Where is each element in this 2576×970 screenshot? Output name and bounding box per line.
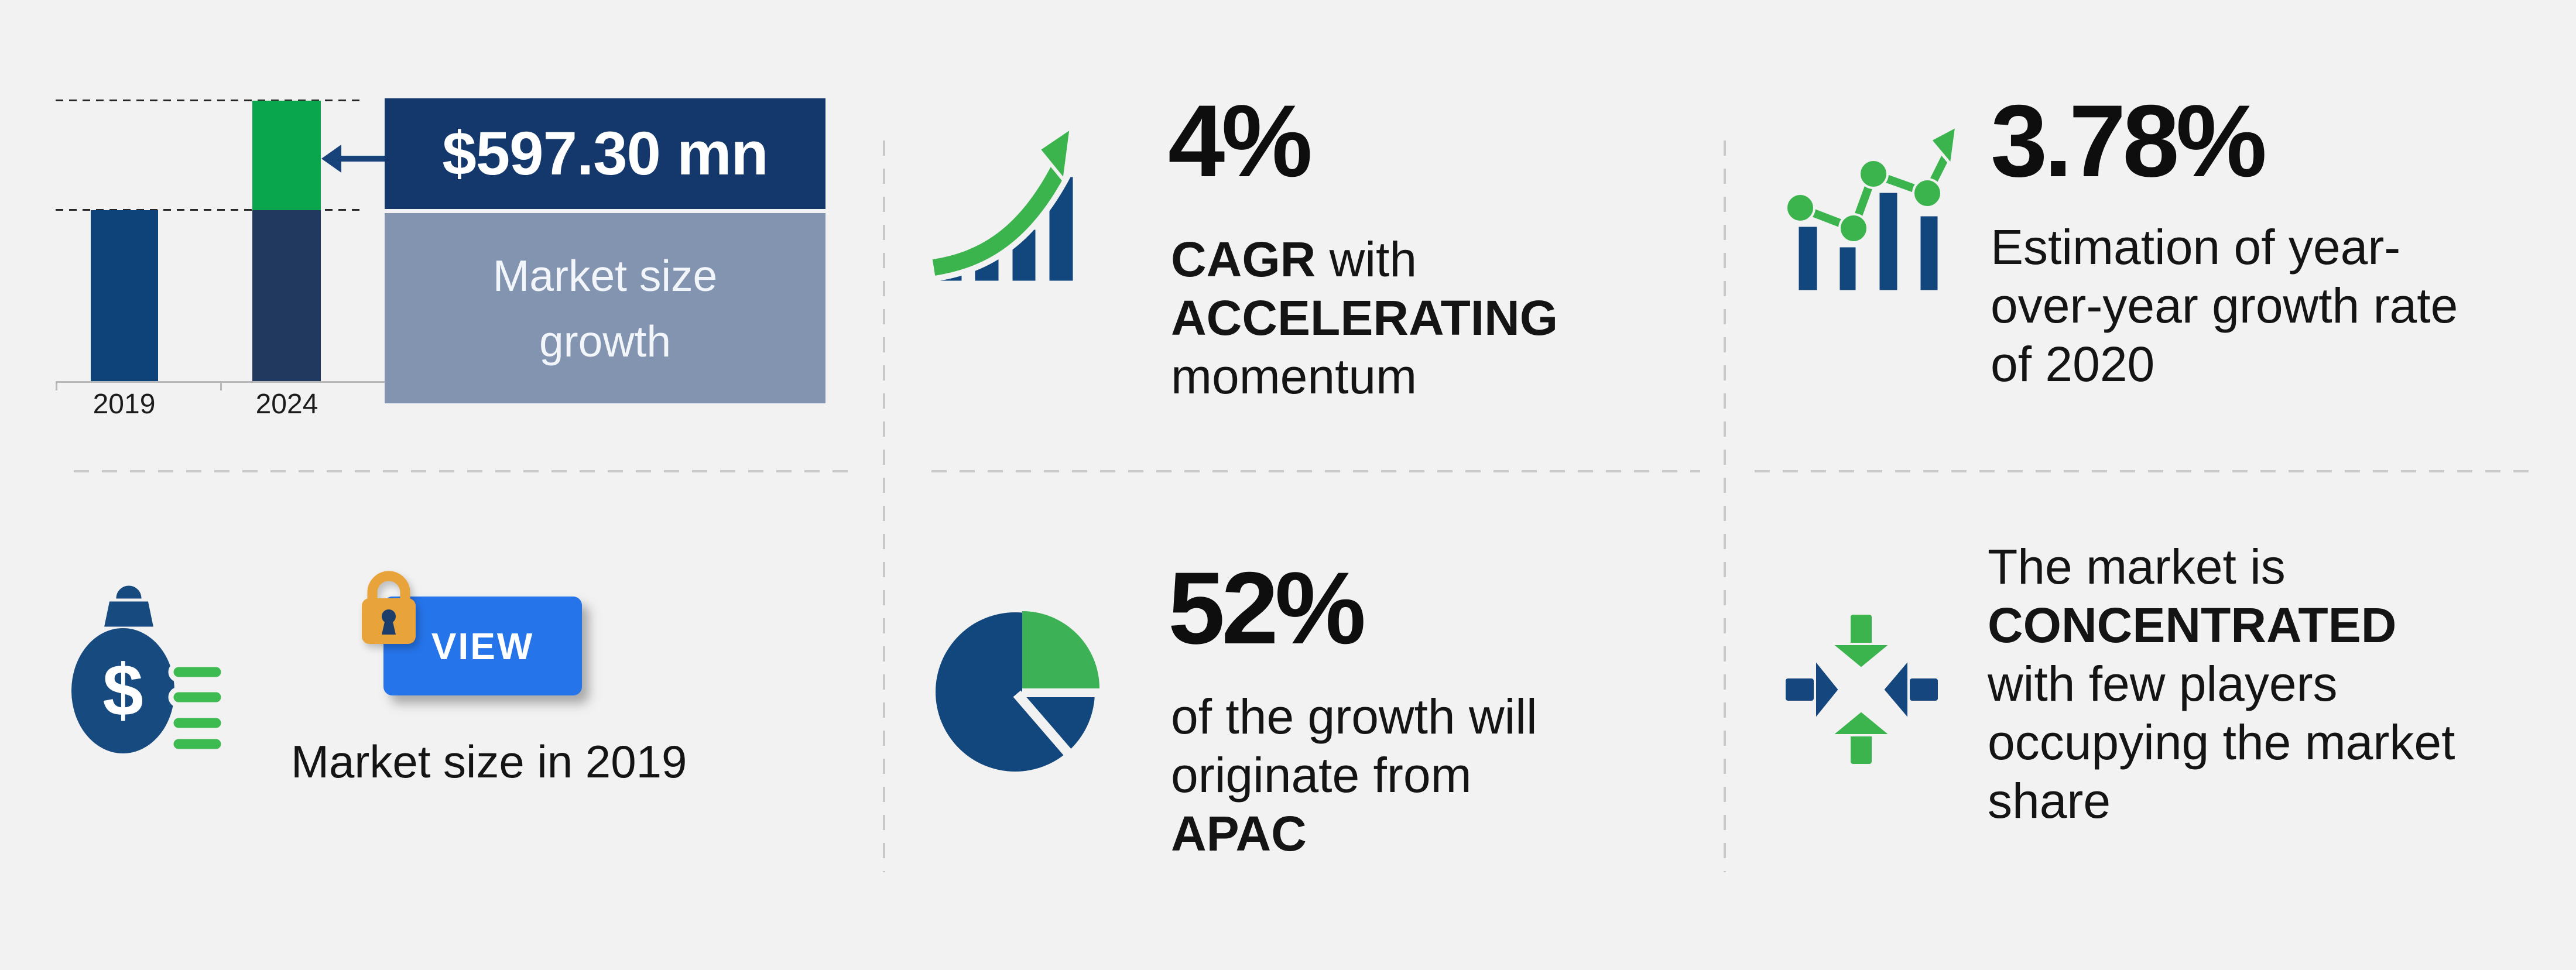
dollar-sign: $: [102, 650, 143, 731]
chart-x-axis: [56, 381, 386, 390]
padlock-icon: [362, 571, 416, 644]
cagr-copy: CAGR with ACCELERATING momentum: [1171, 230, 1558, 406]
bar-2019: [91, 210, 158, 381]
apac-label: APAC: [1171, 806, 1307, 861]
dot-line-chart-icon: [1785, 123, 1959, 293]
pie-chart-icon: [936, 611, 1101, 772]
callout-arrow-icon: [321, 145, 341, 173]
yoy-line-3: of 2020: [1991, 337, 2155, 392]
cagr-rest: with: [1316, 232, 1417, 287]
view-button[interactable]: VIEW: [383, 597, 582, 695]
caption-box: Market size growth: [385, 213, 825, 403]
market-size-value: $597.30 mn: [442, 119, 768, 188]
concentrated-label: CONCENTRATED: [1988, 598, 2397, 653]
view-button-label: VIEW: [431, 625, 535, 667]
guide-line-2019-level: [56, 209, 362, 211]
horizontal-divider-middle: [931, 470, 1700, 472]
caption-line-1: Market size: [492, 251, 718, 300]
yoy-stat: 3.78%: [1991, 84, 2267, 198]
yoy-copy: Estimation of year- over-year growth rat…: [1991, 218, 2458, 393]
concentration-line-5: share: [1988, 773, 2111, 828]
apac-stat: 52%: [1168, 551, 1366, 666]
money-bag-icon: $: [71, 582, 227, 755]
apac-copy: of the growth will originate from APAC: [1171, 687, 1537, 863]
yoy-line-2: over-year growth rate: [1991, 278, 2458, 333]
market-size-2019-caption: Market size in 2019: [291, 736, 687, 787]
concentration-copy: The market is CONCENTRATED with few play…: [1988, 537, 2455, 830]
converging-arrows-icon: [1783, 612, 1940, 766]
apac-line-2: originate from: [1171, 748, 1472, 803]
bar-chart-up-arrow-icon: [931, 123, 1076, 284]
concentration-line-3: with few players: [1988, 656, 2338, 711]
horizontal-divider-left: [74, 470, 851, 472]
yoy-line-1: Estimation of year-: [1991, 220, 2401, 275]
guide-line-2024-total: [56, 100, 362, 101]
value-box: $597.30 mn: [385, 98, 825, 209]
callout-arrow-shaft: [341, 156, 385, 162]
accelerating-label: ACCELERATING: [1171, 290, 1558, 345]
apac-line-1: of the growth will: [1171, 689, 1537, 744]
bar-2024-growth-segment: [252, 101, 321, 210]
caption-line-2: growth: [539, 316, 672, 366]
momentum-label: momentum: [1171, 349, 1417, 404]
horizontal-divider-right: [1755, 470, 2539, 472]
axis-label-2019: 2019: [93, 389, 156, 420]
vertical-divider-1: [883, 140, 885, 872]
cagr-stat: 4%: [1168, 84, 1313, 198]
concentration-line-4: occupying the market: [1988, 715, 2455, 770]
cagr-bold: CAGR: [1171, 232, 1316, 287]
vertical-divider-2: [1724, 140, 1726, 872]
concentration-line-1: The market is: [1988, 539, 2286, 594]
axis-label-2024: 2024: [255, 389, 318, 420]
bar-2024-base-segment: [252, 210, 321, 381]
